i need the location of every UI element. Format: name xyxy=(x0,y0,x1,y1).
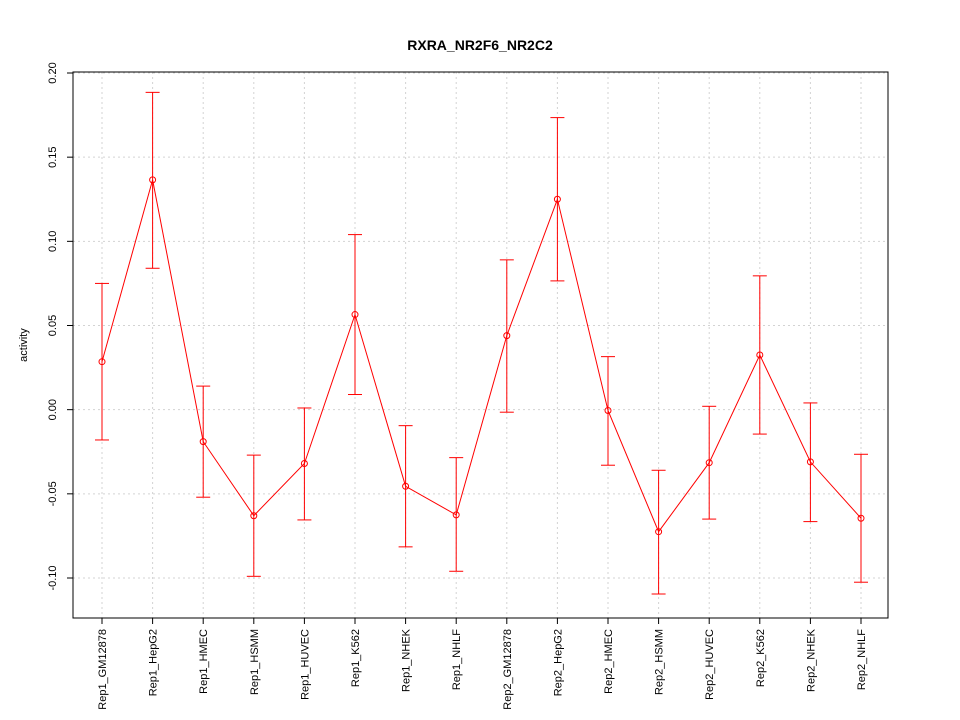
data-point xyxy=(351,311,359,319)
y-tick-label: 0.00 xyxy=(47,399,59,420)
x-tick-label: Rep2_K562 xyxy=(755,629,767,687)
x-tick-label: Rep1_HUVEC xyxy=(299,629,311,700)
y-tick-label: 0.05 xyxy=(47,315,59,336)
data-point xyxy=(402,482,410,490)
x-tick-label: Rep1_NHEK xyxy=(401,628,413,692)
x-tick-label: Rep2_GM12878 xyxy=(502,629,514,710)
data-point xyxy=(756,351,764,359)
x-tick-label: Rep1_NHLF xyxy=(451,629,463,690)
x-tick-label: Rep1_GM12878 xyxy=(97,629,109,710)
x-tick-label: Rep1_K562 xyxy=(350,629,362,687)
x-tick-label: Rep2_NHLF xyxy=(856,629,868,690)
grid-lines xyxy=(73,72,888,618)
y-tick-label: 0.10 xyxy=(47,231,59,252)
data-point xyxy=(553,195,561,203)
data-point xyxy=(98,358,106,366)
data-point xyxy=(806,458,814,466)
x-tick-label: Rep2_HMEC xyxy=(603,629,615,694)
y-tick-label: 0.20 xyxy=(47,62,59,83)
chart-title: RXRA_NR2F6_NR2C2 xyxy=(407,37,553,53)
data-point xyxy=(857,514,865,522)
data-point xyxy=(655,528,663,536)
data-point xyxy=(705,459,713,467)
data-point xyxy=(604,407,612,415)
data-point xyxy=(250,512,258,520)
data-point xyxy=(149,176,157,184)
y-tick-label: -0.10 xyxy=(47,565,59,590)
plot-frame xyxy=(72,71,889,619)
data-point xyxy=(503,332,511,340)
data-point xyxy=(300,460,308,468)
x-tick-label: Rep2_HSMM xyxy=(654,629,666,695)
data-point xyxy=(199,438,207,446)
y-axis-label: activity xyxy=(18,328,30,362)
x-tick-label: Rep1_HMEC xyxy=(198,629,210,694)
axes: -0.10 -0.05 0.00 0.05 0.10 0.15 0.20 Rep1_GM128… xyxy=(47,62,868,709)
x-tick-label: Rep1_HSMM xyxy=(249,629,261,695)
x-tick-label: Rep2_NHEK xyxy=(805,628,817,692)
y-tick-label: 0.15 xyxy=(47,146,59,167)
data-series xyxy=(95,91,868,595)
data-point xyxy=(452,511,460,519)
x-tick-label: Rep1_HepG2 xyxy=(148,629,160,696)
x-tick-label: Rep2_HepG2 xyxy=(552,629,564,696)
x-tick-label: Rep2_HUVEC xyxy=(704,629,716,700)
y-tick-label: -0.05 xyxy=(47,481,59,506)
series-line xyxy=(101,179,862,533)
